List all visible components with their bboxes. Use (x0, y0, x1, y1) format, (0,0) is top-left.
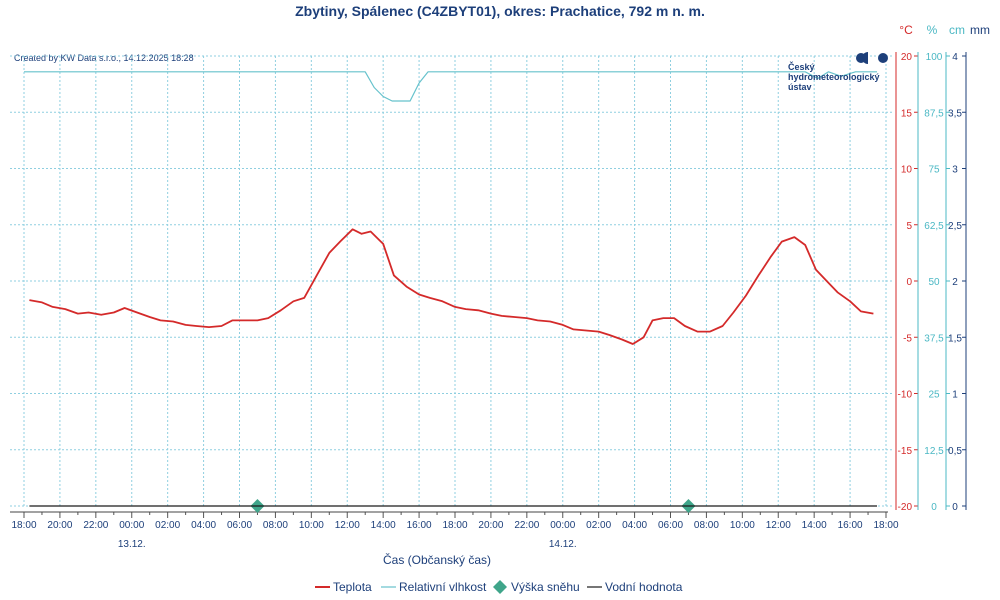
legend-water: Vodní hodnota (605, 580, 683, 594)
legend-snow: Výška sněhu (511, 580, 580, 594)
credit-text: Created by KW Data s.r.o., 14.12.2025 18… (14, 53, 194, 63)
x-tick-label: 14:00 (371, 520, 396, 531)
logo-line-3: ústav (788, 82, 812, 92)
chmu-logo: Český hydrometeorologický ústav (788, 52, 888, 92)
x-axis-label: Čas (Občanský čas) (383, 552, 491, 567)
x-tick-label: 06:00 (658, 520, 683, 531)
x-tick-label: 20:00 (478, 520, 503, 531)
temp-tick-label: 0 (906, 277, 912, 288)
humidity-tick-label: 100 (926, 52, 943, 63)
legend: Teplota Relativní vlhkost Výška sněhu Vo… (315, 580, 683, 594)
humidity-tick-label: 50 (928, 277, 940, 288)
x-tick-label: 22:00 (83, 520, 108, 531)
x-tick-label: 12:00 (335, 520, 360, 531)
x-tick-label: 22:00 (514, 520, 539, 531)
logo-line-1: Český (788, 61, 815, 72)
temp-tick-label: 20 (901, 52, 913, 63)
humidity-tick-label: 0 (931, 502, 937, 513)
x-tick-label: 20:00 (47, 520, 72, 531)
humidity-line (24, 71, 877, 102)
temp-tick-label: -5 (903, 333, 912, 344)
legend-temperature: Teplota (333, 580, 372, 594)
chmu-logo-icon-dot (878, 53, 888, 63)
height-tick-label: 2 (952, 277, 958, 288)
x-tick-label: 04:00 (622, 520, 647, 531)
x-tick-label: 10:00 (299, 520, 324, 531)
x-tick-label: 02:00 (155, 520, 180, 531)
height-tick-label: 4 (952, 52, 958, 63)
height-tick-label: 1,5 (948, 333, 962, 344)
chart-title: Zbytiny, Spálenec (C4ZBYT01), okres: Pra… (295, 3, 705, 19)
height-tick-label: 0 (952, 502, 958, 513)
legend-swatch-snow (493, 580, 507, 594)
humidity-tick-label: 87,5 (924, 108, 944, 119)
humidity-tick-label: 62,5 (924, 221, 944, 232)
humidity-tick-label: 12,5 (924, 446, 944, 457)
humidity-unit: % (927, 23, 938, 37)
grid (10, 55, 892, 507)
x-tick-label: 10:00 (730, 520, 755, 531)
temp-tick-label: 5 (906, 221, 912, 232)
x-tick-label: 02:00 (586, 520, 611, 531)
height-tick-label: 2,5 (948, 221, 962, 232)
height-tick-label: 3 (952, 165, 958, 176)
temp-tick-label: 10 (901, 165, 913, 176)
x-tick-label: 18:00 (873, 520, 898, 531)
x-tick-label: 04:00 (191, 520, 216, 531)
x-tick-label: 14:00 (802, 520, 827, 531)
x-tick-label: 00:00 (550, 520, 575, 531)
humidity-tick-label: 75 (928, 165, 940, 176)
x-tick-label: 08:00 (263, 520, 288, 531)
legend-humidity: Relativní vlhkost (399, 580, 487, 594)
temp-tick-label: -15 (898, 446, 913, 457)
height-tick-label: 1 (952, 390, 958, 401)
axes: 18:00 20:00 22:00 00:00 02:00 04:00 06:00 08:00… (10, 52, 967, 550)
x-tick-label: 06:00 (227, 520, 252, 531)
x-tick-label: 16:00 (407, 520, 432, 531)
temp-tick-label: -20 (898, 502, 913, 513)
temperature-line (29, 228, 874, 345)
x-tick-label: 12:00 (766, 520, 791, 531)
x-tick-label: 00:00 (119, 520, 144, 531)
x-tick-label: 08:00 (694, 520, 719, 531)
chmu-logo-icon-half (862, 52, 868, 64)
x-tick-label: 18:00 (442, 520, 467, 531)
logo-line-2: hydrometeorologický (788, 72, 880, 82)
height-tick-label: 3,5 (948, 108, 962, 119)
height-unit: cm (949, 23, 965, 37)
humidity-tick-label: 37,5 (924, 333, 944, 344)
date-label: 13.12. (118, 539, 146, 550)
date-label: 14.12. (549, 539, 577, 550)
temp-tick-label: 15 (901, 108, 913, 119)
height-tick-label: 0,5 (948, 446, 962, 457)
temp-tick-label: -10 (898, 390, 913, 401)
humidity-tick-label: 25 (928, 390, 940, 401)
temp-unit: °C (899, 23, 913, 37)
x-tick-label: 16:00 (838, 520, 863, 531)
series-layer (24, 71, 877, 513)
water-unit: mm (970, 23, 990, 37)
x-tick-label: 18:00 (11, 520, 36, 531)
